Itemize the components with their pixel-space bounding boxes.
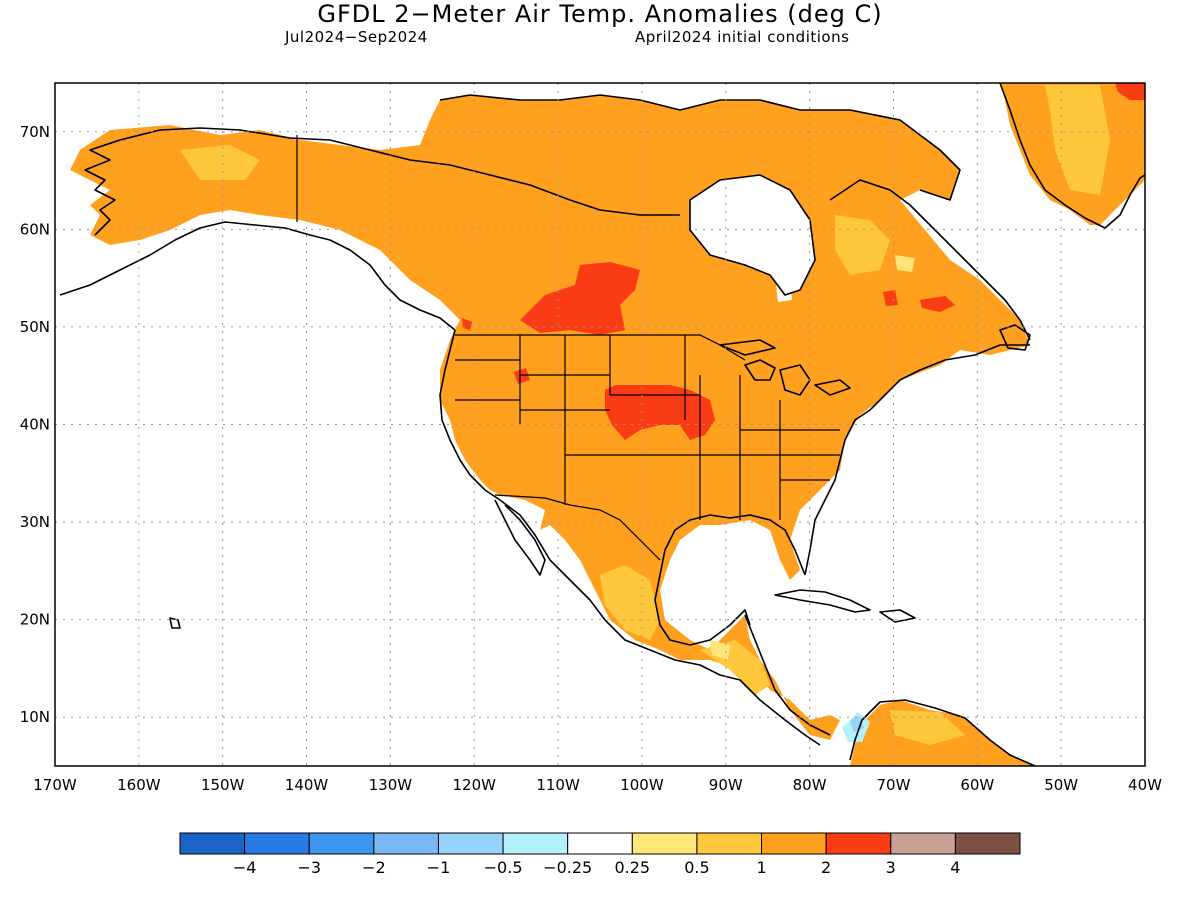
colorbar-tick-label: −0.25 xyxy=(543,858,592,877)
lon-label: 90W xyxy=(709,776,743,794)
lat-label: 30N xyxy=(20,513,50,531)
no-anomaly-areas xyxy=(690,175,815,302)
central-america-weak-anomaly xyxy=(700,640,770,695)
lat-label: 60N xyxy=(20,220,50,238)
colorbar-tick-label: −3 xyxy=(297,858,321,877)
lon-label: 40W xyxy=(1128,776,1162,794)
newfoundland xyxy=(999,324,1031,351)
atlantic-coast xyxy=(804,344,1030,576)
hudson-bay xyxy=(690,175,815,295)
colorbar-bin xyxy=(373,832,439,855)
colorbar-bin xyxy=(825,832,892,855)
quebec-hotspot-west xyxy=(883,290,898,306)
colorbar-bin xyxy=(179,832,246,855)
colorbar-bin xyxy=(890,832,956,855)
cuba xyxy=(774,589,871,613)
lon-label: 70W xyxy=(877,776,911,794)
us-mexico-border xyxy=(494,494,661,561)
alaska-weak-anomaly xyxy=(180,145,260,180)
colorbar xyxy=(179,832,1021,855)
lat-label: 40N xyxy=(20,416,50,434)
gridlines xyxy=(55,83,1145,766)
lon-label: 170W xyxy=(33,776,77,794)
anomaly-fill-2-to-3 xyxy=(462,83,1145,440)
map-frame xyxy=(54,82,1146,767)
colorbar-tick-label: 0.5 xyxy=(684,858,709,877)
colorbar-tick-label: −1 xyxy=(427,858,451,877)
arctic-islands xyxy=(439,94,961,201)
political-borders xyxy=(296,135,840,561)
arctic-coast xyxy=(119,127,680,216)
longitude-labels: 170W 160W 150W 140W 130W 120W 110W 100W 90W 80W 70… xyxy=(33,776,1162,794)
colorbar-bin xyxy=(308,832,375,855)
labrador-faint-anomaly xyxy=(895,255,915,272)
colorbar-bin xyxy=(567,832,633,855)
colorbar-bin xyxy=(954,832,1021,855)
pacific-coast xyxy=(439,329,821,746)
colorbar-labels: −4 −3 −2 −1 −0.5 −0.25 0.25 0.5 1 2 3 4 xyxy=(233,858,961,877)
coastlines xyxy=(59,83,1145,766)
quebec-hotspot xyxy=(920,296,955,312)
colorbar-bin xyxy=(437,832,504,855)
lon-label: 160W xyxy=(117,776,161,794)
quebec-weak-anomaly xyxy=(835,215,890,275)
venezuela-weak-anomaly xyxy=(890,710,965,745)
lat-label: 50N xyxy=(20,318,50,336)
hispaniola xyxy=(879,609,916,623)
colorbar-tick-label: −0.5 xyxy=(484,858,523,877)
colorbar-tick-label: 4 xyxy=(950,858,960,877)
lat-label: 10N xyxy=(20,708,50,726)
baja-peninsula xyxy=(494,499,546,576)
lon-label: 130W xyxy=(369,776,413,794)
lon-label: 80W xyxy=(793,776,827,794)
latitude-labels: 70N 60N 50N 40N 30N 20N 10N xyxy=(20,123,50,726)
plot-area xyxy=(59,83,1145,766)
lon-label: 60W xyxy=(960,776,994,794)
anomaly-fill-0.25-to-0.5 xyxy=(710,255,915,660)
us-state-borders xyxy=(455,335,840,520)
labrador-coast xyxy=(829,179,1031,341)
james-bay-gap xyxy=(775,275,792,302)
hudson-bay-coast xyxy=(689,174,816,296)
lat-label: 70N xyxy=(20,123,50,141)
yucatan-faint-anomaly xyxy=(710,640,730,660)
colorbar-tick-label: 0.25 xyxy=(614,858,650,877)
forecast-period: Jul2024−Sep2024 xyxy=(285,28,428,46)
colorbar-bin xyxy=(502,832,569,855)
alaska-coast xyxy=(59,221,456,331)
initial-conditions: April2024 initial conditions xyxy=(635,28,850,46)
prairies-hotspot xyxy=(520,262,640,335)
colorbar-bin xyxy=(631,832,698,855)
greenland-weak-anomaly xyxy=(1045,85,1110,195)
colorbar-bin xyxy=(244,832,310,855)
gulf-coast xyxy=(654,514,806,646)
colorbar-tick-label: 1 xyxy=(756,858,766,877)
alaska-west-coast xyxy=(84,139,121,236)
colombia-cool-anomaly xyxy=(850,716,864,732)
colorbar-bin xyxy=(761,832,827,855)
great-lakes xyxy=(719,339,851,396)
greenland-coast xyxy=(999,83,1145,229)
south-america-coast xyxy=(849,699,1036,766)
lon-label: 150W xyxy=(201,776,245,794)
lon-label: 50W xyxy=(1044,776,1078,794)
colorbar-tick-label: 2 xyxy=(821,858,831,877)
lon-label: 110W xyxy=(536,776,580,794)
lon-label: 140W xyxy=(285,776,329,794)
montana-hotspot xyxy=(514,368,530,384)
plains-hotspot xyxy=(605,385,715,440)
map-title: GFDL 2−Meter Air Temp. Anomalies (deg C) xyxy=(317,0,883,28)
us-canada-border xyxy=(455,334,746,361)
colorbar-bin xyxy=(696,832,763,855)
colorbar-tick-label: −4 xyxy=(233,858,257,877)
colorbar-tick-label: −2 xyxy=(362,858,386,877)
greenland-hotspot xyxy=(1115,83,1145,100)
lat-label: 20N xyxy=(20,611,50,629)
mexico-weak-anomaly xyxy=(600,565,660,640)
colorbar-tick-label: 3 xyxy=(886,858,896,877)
lon-label: 120W xyxy=(452,776,496,794)
lon-label: 100W xyxy=(620,776,664,794)
